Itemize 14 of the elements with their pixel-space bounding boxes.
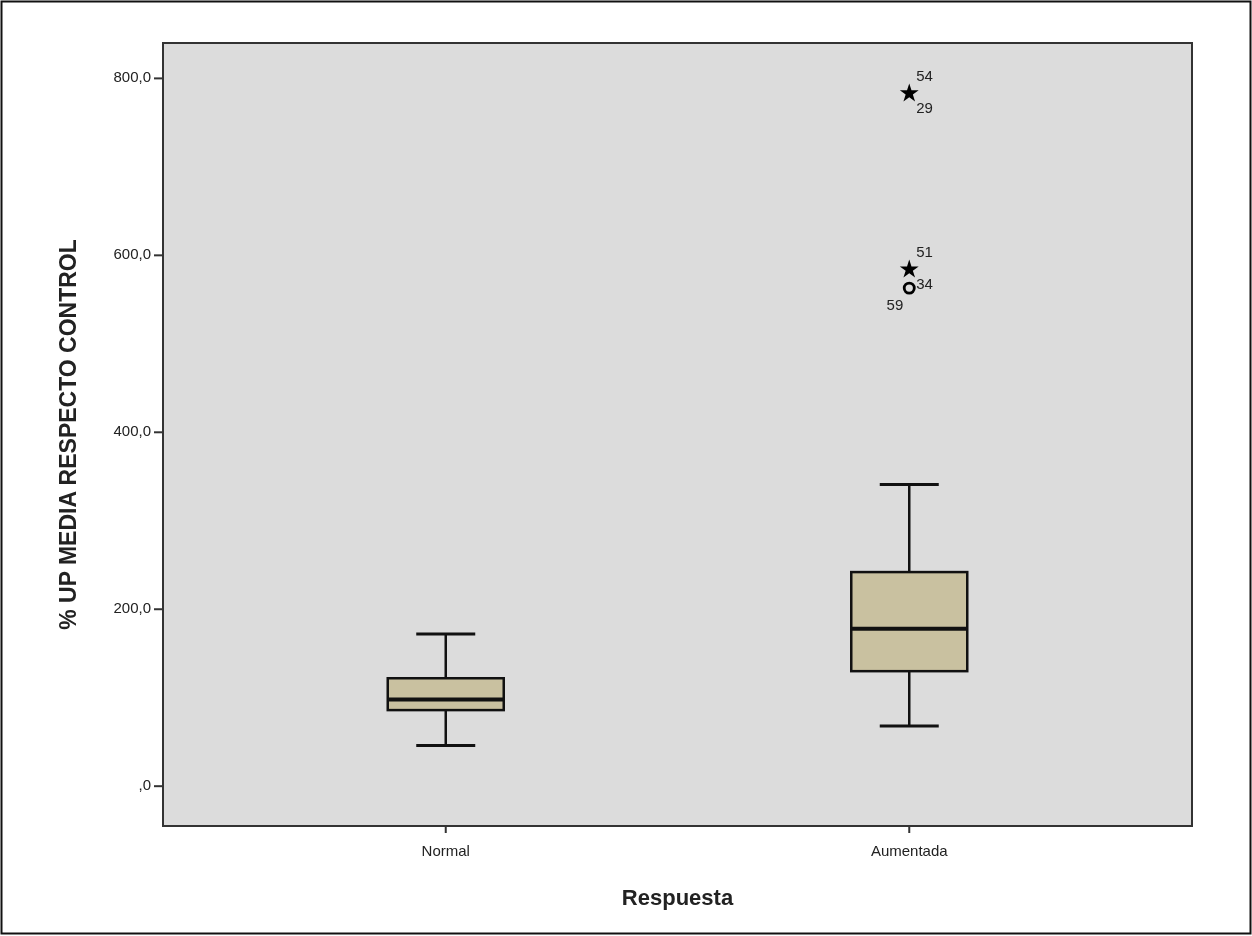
annotation: 34: [916, 275, 933, 293]
annotation: 29: [916, 99, 933, 117]
annotation: 59: [886, 296, 904, 314]
x-tick-label: Normal: [421, 842, 470, 859]
y-tick-label: 400,0: [113, 422, 151, 440]
y-tick-label: 600,0: [113, 245, 151, 263]
x-axis-title: Respuesta: [621, 885, 734, 910]
y-tick-label: 800,0: [113, 68, 151, 86]
x-tick-label: Aumentada: [870, 842, 949, 859]
annotation: 51: [916, 243, 933, 261]
y-tick-label: 200,0: [113, 599, 151, 617]
y-tick-label: ,0: [138, 776, 151, 794]
y-axis-title: % UP MEDIA RESPECTO CONTROL: [55, 239, 81, 630]
annotation: 54: [916, 67, 933, 85]
